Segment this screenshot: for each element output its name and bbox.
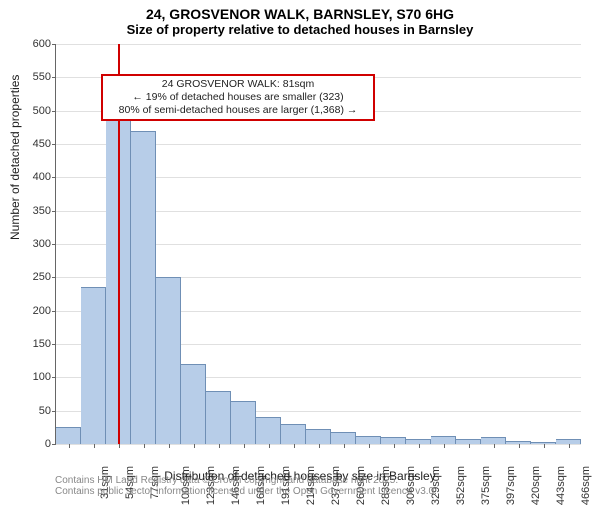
xtick-mark xyxy=(444,444,445,448)
xtick-mark xyxy=(294,444,295,448)
xtick-mark xyxy=(219,444,220,448)
histogram-bar xyxy=(481,437,506,444)
ytick-label: 400 xyxy=(16,171,51,183)
xtick-mark xyxy=(319,444,320,448)
ytick-mark xyxy=(52,111,56,112)
xtick-mark xyxy=(144,444,145,448)
xtick-mark xyxy=(244,444,245,448)
ytick-mark xyxy=(52,44,56,45)
ytick-mark xyxy=(52,277,56,278)
xtick-mark xyxy=(194,444,195,448)
histogram-bar xyxy=(356,436,381,444)
ytick-label: 200 xyxy=(16,305,51,317)
histogram-bar xyxy=(156,277,181,444)
xtick-mark xyxy=(344,444,345,448)
histogram-bar xyxy=(131,131,156,444)
ytick-label: 250 xyxy=(16,271,51,283)
ytick-mark xyxy=(52,211,56,212)
ytick-mark xyxy=(52,177,56,178)
xtick-mark xyxy=(69,444,70,448)
xtick-mark xyxy=(269,444,270,448)
title-line-2: Size of property relative to detached ho… xyxy=(0,22,600,37)
histogram-bar xyxy=(206,391,231,444)
ytick-mark xyxy=(52,311,56,312)
ytick-label: 550 xyxy=(16,71,51,83)
chart-title: 24, GROSVENOR WALK, BARNSLEY, S70 6HG Si… xyxy=(0,0,600,37)
ytick-mark xyxy=(52,377,56,378)
gridline xyxy=(56,44,581,45)
footer-attribution: Contains HM Land Registry data © Crown c… xyxy=(55,475,437,497)
ytick-label: 50 xyxy=(16,405,51,417)
histogram-bar xyxy=(231,401,256,444)
ytick-label: 150 xyxy=(16,338,51,350)
ytick-label: 450 xyxy=(16,138,51,150)
annotation-callout: 24 GROSVENOR WALK: 81sqm← 19% of detache… xyxy=(101,74,375,121)
xtick-mark xyxy=(469,444,470,448)
ytick-label: 300 xyxy=(16,238,51,250)
histogram-bar xyxy=(81,287,106,444)
ytick-mark xyxy=(52,411,56,412)
footer-line-2: Contains public sector information licen… xyxy=(55,486,437,497)
histogram-bar xyxy=(431,436,456,444)
title-line-1: 24, GROSVENOR WALK, BARNSLEY, S70 6HG xyxy=(0,6,600,22)
ytick-mark xyxy=(52,244,56,245)
xtick-mark xyxy=(169,444,170,448)
ytick-mark xyxy=(52,344,56,345)
chart-area: 05010015020025030035040045050055060031sq… xyxy=(55,44,580,444)
histogram-bar xyxy=(56,427,81,444)
annotation-line: 24 GROSVENOR WALK: 81sqm xyxy=(109,78,367,91)
xtick-mark xyxy=(394,444,395,448)
ytick-label: 500 xyxy=(16,105,51,117)
ytick-mark xyxy=(52,144,56,145)
ytick-label: 100 xyxy=(16,371,51,383)
ytick-label: 600 xyxy=(16,38,51,50)
xtick-mark xyxy=(419,444,420,448)
histogram-bar xyxy=(306,429,331,444)
xtick-mark xyxy=(119,444,120,448)
xtick-mark xyxy=(369,444,370,448)
histogram-bar xyxy=(331,432,356,444)
histogram-bar xyxy=(281,424,306,444)
xtick-mark xyxy=(544,444,545,448)
annotation-line: ← 19% of detached houses are smaller (32… xyxy=(109,91,367,104)
xtick-mark xyxy=(569,444,570,448)
xtick-mark xyxy=(519,444,520,448)
ytick-label: 0 xyxy=(16,438,51,450)
ytick-mark xyxy=(52,77,56,78)
footer-line-1: Contains HM Land Registry data © Crown c… xyxy=(55,475,437,486)
histogram-bar xyxy=(381,437,406,444)
ytick-label: 350 xyxy=(16,205,51,217)
xtick-mark xyxy=(94,444,95,448)
histogram-bar xyxy=(256,417,281,444)
histogram-bar xyxy=(181,364,206,444)
ytick-mark xyxy=(52,444,56,445)
annotation-line: 80% of semi-detached houses are larger (… xyxy=(109,104,367,117)
xtick-mark xyxy=(494,444,495,448)
plot: 05010015020025030035040045050055060031sq… xyxy=(55,44,581,445)
